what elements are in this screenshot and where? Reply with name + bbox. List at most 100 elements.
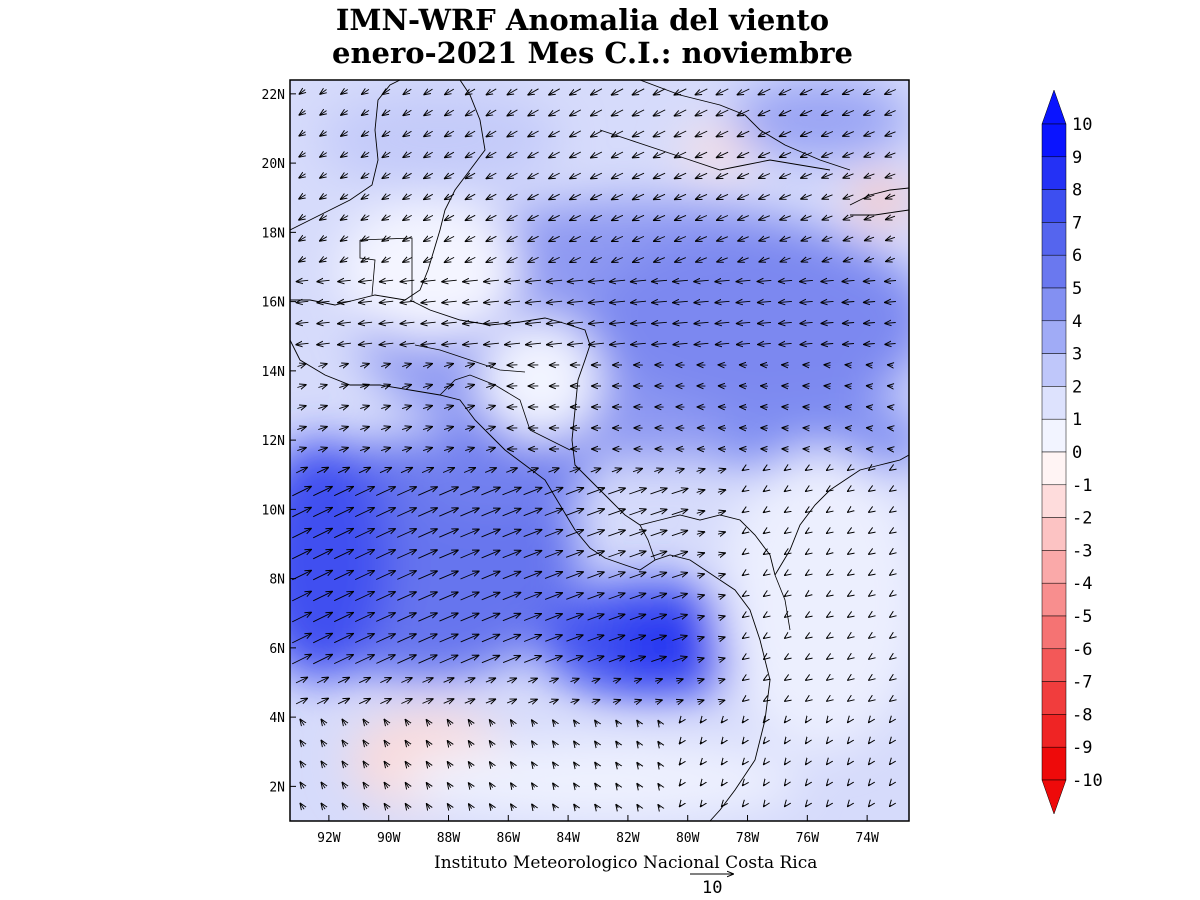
wind-vector (489, 761, 492, 766)
wind-vector (376, 592, 395, 601)
x-tick-label: 76W (796, 831, 820, 846)
wind-vector (569, 257, 581, 262)
wind-vector (718, 553, 726, 555)
wind-vector (355, 655, 374, 664)
colorbar-label: 1 (1072, 410, 1082, 430)
colorbar-label: -7 (1072, 673, 1092, 693)
wind-vector (502, 634, 521, 643)
wind-vector (397, 529, 417, 538)
wind-vector (481, 550, 501, 559)
wind-vector (565, 488, 584, 495)
wind-vector (629, 509, 646, 516)
colorbar-bottom-arrow (1041, 779, 1067, 815)
wind-vector (313, 549, 333, 560)
wind-vector (422, 447, 433, 450)
wind-vector (423, 173, 434, 178)
wind-vector (447, 740, 451, 746)
wind-vector (587, 551, 604, 558)
wind-vector (510, 762, 513, 767)
wind-vector (342, 803, 346, 809)
wind-vector (742, 784, 744, 786)
wind-vector (507, 257, 518, 262)
wind-vector (523, 635, 542, 642)
wind-vector (528, 678, 538, 682)
colorbar-swatch (1041, 123, 1067, 158)
wind-vector (864, 237, 875, 241)
wind-vector (401, 405, 412, 408)
wind-vector (737, 151, 750, 157)
wind-vector (337, 467, 350, 474)
wind-vector (805, 742, 806, 744)
wind-vector (403, 110, 412, 116)
wind-vector (486, 384, 496, 387)
wind-vector (757, 280, 772, 281)
wind-vector (742, 763, 744, 765)
wind-vector (672, 301, 688, 302)
wind-vector (778, 280, 793, 281)
wind-vector (464, 678, 476, 682)
wind-vector (653, 193, 666, 199)
wind-vector (565, 530, 584, 537)
wind-vector (507, 172, 518, 179)
colorbar-swatch (1041, 681, 1067, 715)
wind-vector (506, 468, 517, 473)
wind-vector (463, 468, 476, 473)
wind-vector (465, 109, 476, 116)
wind-vector (612, 679, 621, 682)
colorbar-label: -4 (1072, 574, 1092, 594)
wind-vector (586, 488, 605, 495)
wind-vector (334, 591, 354, 602)
wind-vector (651, 301, 667, 302)
wind-vector (337, 677, 350, 684)
wind-vector (527, 151, 539, 158)
wind-vector (587, 572, 604, 579)
wind-vector (358, 343, 373, 345)
wind-vector (822, 195, 833, 199)
wind-vector (403, 131, 412, 137)
country-borders (359, 237, 791, 631)
wind-vector (523, 550, 542, 559)
wind-vector (342, 761, 346, 767)
wind-vector (544, 509, 563, 516)
wind-vector (651, 322, 667, 323)
wind-vector (313, 654, 333, 665)
wind-vector (465, 426, 475, 429)
wind-vector (319, 132, 326, 137)
wind-vector (317, 301, 330, 302)
wind-vector (447, 803, 451, 808)
wind-vector (889, 701, 890, 702)
wind-vector (545, 656, 562, 663)
wind-vector (719, 679, 726, 681)
wind-vector (824, 386, 831, 387)
wind-vector (742, 700, 744, 701)
wind-vector (653, 172, 666, 179)
wind-vector (574, 741, 577, 746)
colorbar-swatch (1041, 746, 1067, 781)
wind-vector (553, 804, 556, 808)
wind-vector (847, 554, 849, 555)
wind-vector (422, 678, 434, 683)
wind-vector (843, 216, 854, 220)
wind-vector (400, 280, 415, 282)
wind-vector (889, 491, 891, 492)
wind-vector (868, 805, 869, 807)
wind-vector (805, 805, 806, 807)
wind-vector (380, 426, 391, 429)
wind-vector (421, 280, 436, 282)
wind-vector (319, 195, 328, 200)
wind-vector (676, 679, 683, 681)
wind-vector (763, 574, 765, 575)
wind-vector (355, 612, 375, 623)
wind-vector (439, 655, 459, 664)
wind-vector (822, 216, 833, 220)
wind-vector (318, 426, 327, 429)
wind-vector (677, 700, 684, 702)
wind-vector (842, 323, 855, 324)
wind-vector (546, 322, 563, 324)
wind-vector (342, 719, 346, 725)
wind-vector (784, 574, 786, 575)
wind-vector (779, 195, 791, 200)
wind-vector (826, 721, 827, 723)
wind-vector (868, 554, 870, 555)
wind-vector (590, 109, 603, 116)
